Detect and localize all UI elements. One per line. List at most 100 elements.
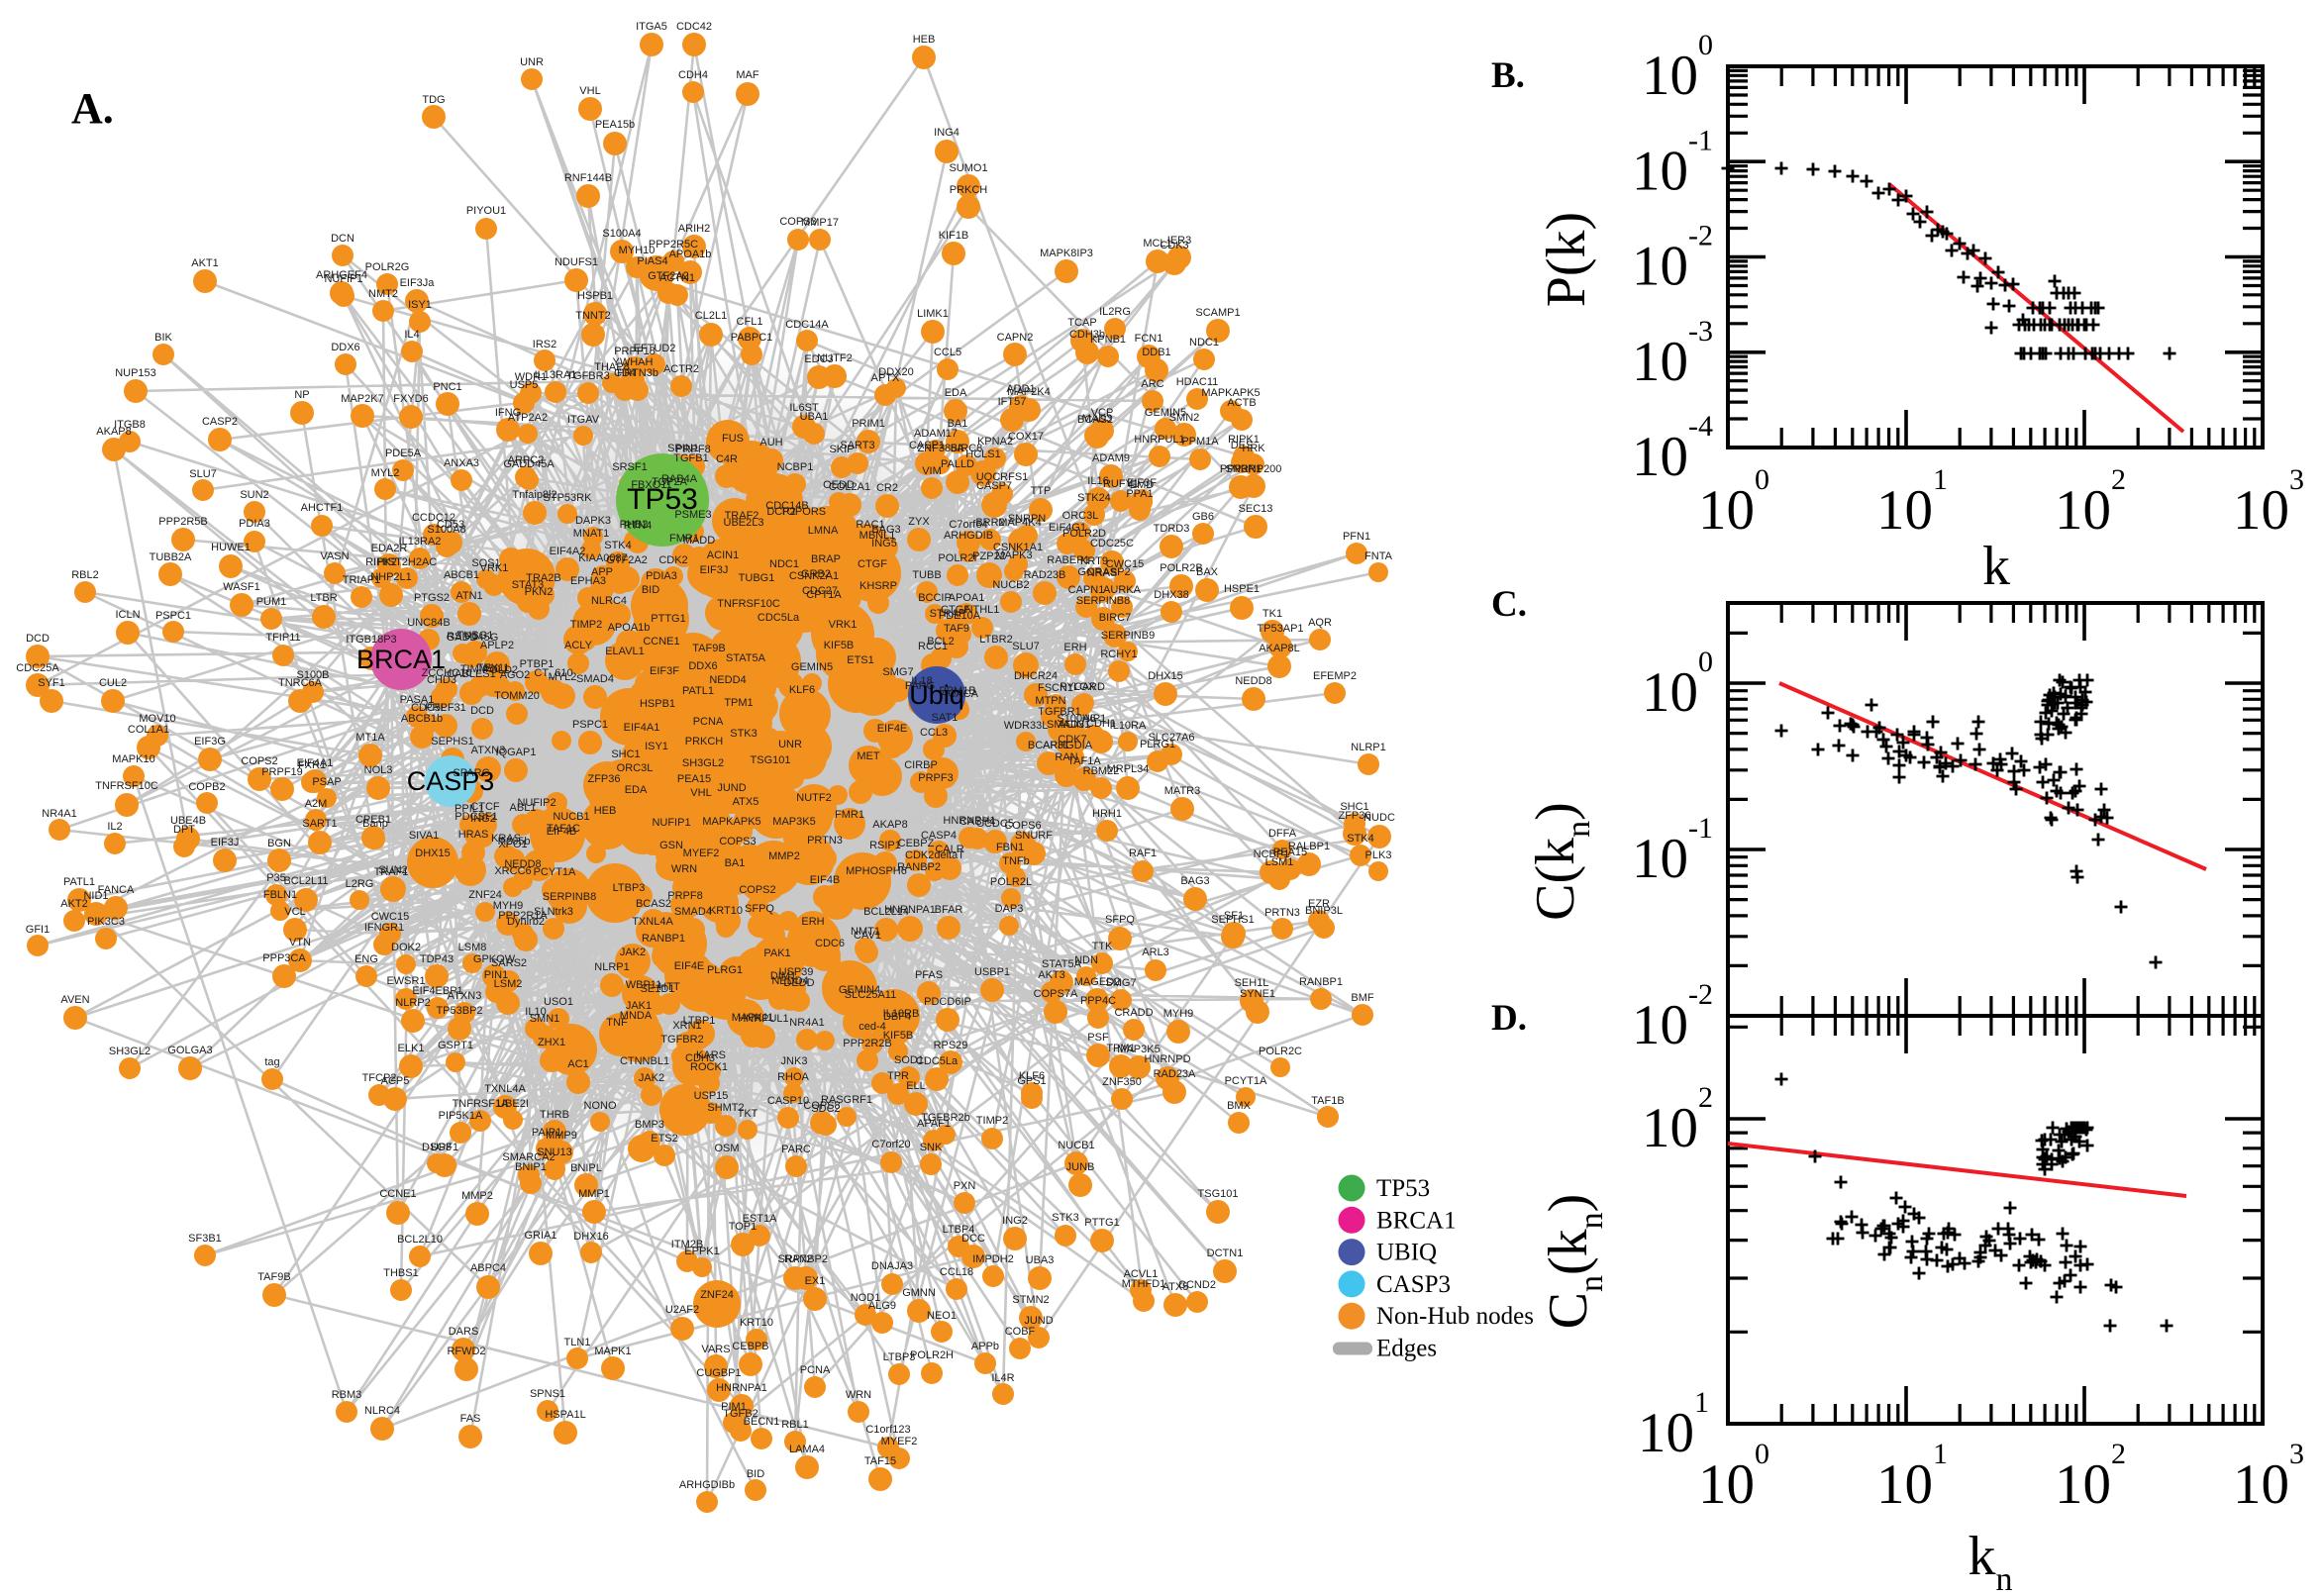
svg-text:PLK3: PLK3	[1365, 849, 1392, 861]
svg-text:RANBP1: RANBP1	[642, 933, 685, 945]
svg-text:RAD23A: RAD23A	[1154, 1068, 1196, 1080]
svg-text:COPS2: COPS2	[241, 755, 277, 767]
svg-text:ELAVL1: ELAVL1	[605, 646, 645, 657]
svg-text:TK1: TK1	[1262, 608, 1282, 620]
svg-text:EDC3: EDC3	[804, 353, 833, 365]
svg-text:DDX20: DDX20	[878, 366, 913, 378]
svg-text:EMD: EMD	[1130, 479, 1155, 491]
svg-text:SLU7: SLU7	[1012, 641, 1040, 652]
svg-text:PDE10A: PDE10A	[939, 610, 981, 622]
svg-text:TFCP2: TFCP2	[362, 1072, 397, 1084]
svg-text:NUCB1: NUCB1	[1058, 1140, 1094, 1151]
svg-text:PPM1B: PPM1B	[939, 685, 975, 697]
svg-text:GEMIN5: GEMIN5	[791, 661, 833, 673]
svg-text:BID: BID	[642, 584, 659, 596]
svg-text:CCL18: CCL18	[940, 1266, 973, 1278]
svg-text:FMR1: FMR1	[669, 533, 699, 545]
svg-text:ZYX: ZYX	[908, 516, 930, 528]
svg-text:HNRPUL1: HNRPUL1	[738, 1013, 788, 1025]
svg-text:TAF1A: TAF1A	[1067, 755, 1101, 767]
svg-text:TEX11: TEX11	[477, 662, 510, 674]
svg-text:Banp: Banp	[362, 818, 388, 830]
svg-text:ATN1: ATN1	[455, 590, 482, 602]
svg-text:SH3GL2: SH3GL2	[109, 1046, 151, 1057]
svg-text:IL13RA2: IL13RA2	[399, 536, 442, 548]
svg-text:KIAA0087: KIAA0087	[578, 552, 628, 564]
svg-text:SYF1: SYF1	[38, 677, 65, 689]
svg-text:PALLD: PALLD	[941, 458, 974, 470]
svg-text:ATX5: ATX5	[1162, 1281, 1189, 1293]
svg-text:PHB2: PHB2	[620, 519, 649, 531]
svg-text:TAF1B: TAF1B	[1311, 1095, 1344, 1107]
svg-text:VARS: VARS	[701, 1344, 730, 1355]
svg-text:PPIL1: PPIL1	[454, 803, 484, 815]
svg-text:SMAD4: SMAD4	[576, 673, 614, 685]
svg-text:MAPK8IP3: MAPK8IP3	[1040, 248, 1093, 259]
svg-text:MYL2: MYL2	[549, 671, 577, 683]
svg-text:GB6: GB6	[1192, 511, 1214, 523]
svg-text:USO1: USO1	[544, 996, 573, 1008]
svg-text:CALR: CALR	[935, 844, 963, 855]
svg-text:MAPK10: MAPK10	[112, 753, 154, 765]
svg-text:EIF3J: EIF3J	[700, 564, 729, 576]
svg-text:Dynlrb2: Dynlrb2	[507, 916, 545, 928]
svg-text:BIRC8: BIRC8	[951, 443, 982, 454]
svg-text:CDK2: CDK2	[658, 554, 687, 566]
svg-text:TAF9B: TAF9B	[257, 1271, 290, 1283]
svg-text:NUTF2: NUTF2	[817, 352, 852, 364]
svg-text:PEA15: PEA15	[1273, 847, 1307, 858]
svg-text:UBA3: UBA3	[1026, 1254, 1055, 1266]
svg-text:BCAS2: BCAS2	[636, 898, 671, 910]
svg-text:KPNA2: KPNA2	[977, 436, 1013, 448]
svg-text:GFI1: GFI1	[26, 924, 50, 936]
svg-text:THRB: THRB	[540, 1109, 569, 1121]
svg-text:C.: C.	[1491, 584, 1527, 625]
svg-text:PYCARD: PYCARD	[1060, 681, 1105, 693]
svg-text:MOV10: MOV10	[139, 713, 175, 725]
svg-text:PRKCH: PRKCH	[950, 184, 988, 196]
svg-text:CAPN1: CAPN1	[1068, 584, 1105, 596]
svg-text:SMAD4: SMAD4	[674, 906, 712, 918]
svg-text:XRCC6: XRCC6	[494, 865, 531, 877]
svg-text:ACTB: ACTB	[1227, 397, 1256, 409]
svg-text:PDCD6IP: PDCD6IP	[924, 996, 971, 1008]
svg-text:TPM1: TPM1	[1106, 1043, 1135, 1054]
svg-text:BGN: BGN	[267, 838, 291, 849]
svg-text:FMR1: FMR1	[835, 809, 864, 821]
svg-text:POLR2C: POLR2C	[1259, 1046, 1302, 1057]
svg-text:D.: D.	[1491, 998, 1527, 1039]
svg-text:CEBPB: CEBPB	[732, 1341, 768, 1352]
svg-text:PSAP: PSAP	[312, 776, 341, 788]
svg-text:GPKOW: GPKOW	[473, 953, 516, 965]
svg-text:UBIQ: UBIQ	[1376, 1240, 1437, 1266]
svg-text:NUFIP1: NUFIP1	[652, 817, 690, 829]
svg-text:ARC: ARC	[1141, 378, 1163, 390]
svg-text:C7orf20: C7orf20	[871, 1139, 910, 1150]
svg-text:TGFB2: TGFB2	[723, 1408, 758, 1420]
svg-text:LTBP3: LTBP3	[613, 882, 646, 894]
svg-text:JNK3: JNK3	[781, 1055, 808, 1067]
svg-text:ISY1: ISY1	[408, 299, 432, 311]
svg-text:SERPINB8: SERPINB8	[1076, 595, 1130, 607]
svg-text:TDRD3: TDRD3	[1154, 523, 1190, 535]
svg-text:BCL2L10: BCL2L10	[397, 1234, 443, 1246]
svg-text:PKN2: PKN2	[525, 586, 554, 598]
svg-text:Tnfaip8l2: Tnfaip8l2	[512, 489, 556, 501]
svg-text:KIF5B: KIF5B	[883, 1030, 914, 1042]
svg-text:GMNN: GMNN	[902, 1287, 936, 1299]
svg-text:ACIN1: ACIN1	[707, 549, 739, 561]
svg-text:CTGF: CTGF	[941, 604, 970, 616]
svg-text:DCC: DCC	[961, 1233, 985, 1245]
svg-text:SNU13: SNU13	[537, 1147, 571, 1158]
svg-text:TNFRSF10C: TNFRSF10C	[95, 780, 158, 792]
svg-text:PRPF18: PRPF18	[614, 346, 656, 357]
svg-text:PPP3CA: PPP3CA	[262, 952, 306, 964]
svg-text:BCL2L11: BCL2L11	[283, 875, 328, 887]
svg-text:SLU7: SLU7	[189, 468, 217, 480]
svg-text:HSPB1: HSPB1	[640, 698, 675, 710]
svg-text:RAC1: RAC1	[856, 519, 884, 531]
svg-text:SF3B1: SF3B1	[188, 1233, 222, 1245]
svg-text:AKT2: AKT2	[60, 898, 88, 910]
svg-text:HEB: HEB	[913, 34, 936, 46]
svg-text:AKAP8L: AKAP8L	[1259, 643, 1300, 654]
